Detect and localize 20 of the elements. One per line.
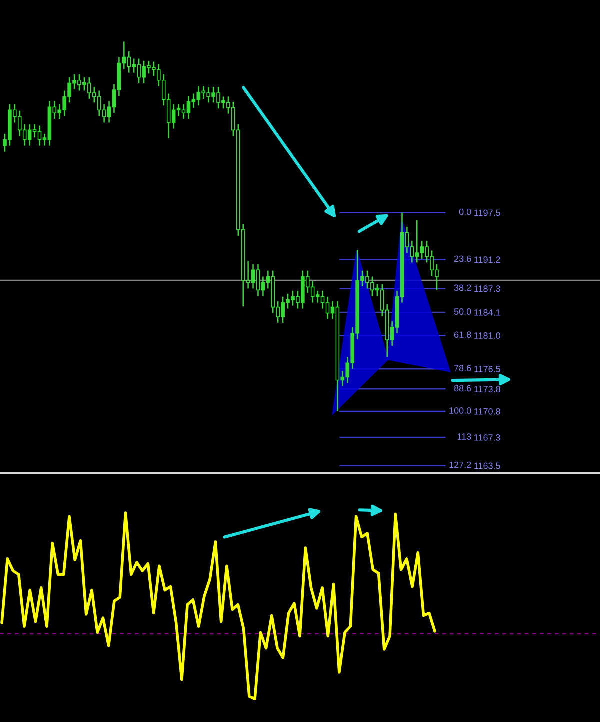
text: 88.6 bbox=[454, 385, 472, 392]
y-tick-label: 1167.3 bbox=[474, 434, 500, 441]
y-tick-label: 1184.1 bbox=[474, 309, 500, 316]
y-tick-label: 1176.5 bbox=[474, 366, 500, 372]
y-tick-label: 1191.2 bbox=[474, 256, 500, 264]
text: 0.0 bbox=[459, 208, 472, 216]
text: 38.2 bbox=[454, 284, 472, 292]
y-tick-label: 1170.8 bbox=[474, 408, 500, 415]
y-tick-label: 1163.5 bbox=[474, 462, 500, 470]
y-tick-label: 1197.5 bbox=[474, 210, 500, 216]
text: 127.2 bbox=[450, 462, 472, 468]
text: 100.0 bbox=[450, 408, 472, 414]
text: 78.6 bbox=[454, 365, 472, 372]
text: 50.0 bbox=[454, 308, 472, 315]
y-tick-label: 1181.0 bbox=[474, 332, 500, 339]
text: 23.6 bbox=[454, 256, 472, 262]
text: 61.8 bbox=[454, 332, 472, 338]
text: 113 bbox=[458, 434, 472, 440]
y-tick-label: 1187.3 bbox=[474, 286, 500, 292]
y-tick-label: 1173.8 bbox=[474, 386, 500, 393]
